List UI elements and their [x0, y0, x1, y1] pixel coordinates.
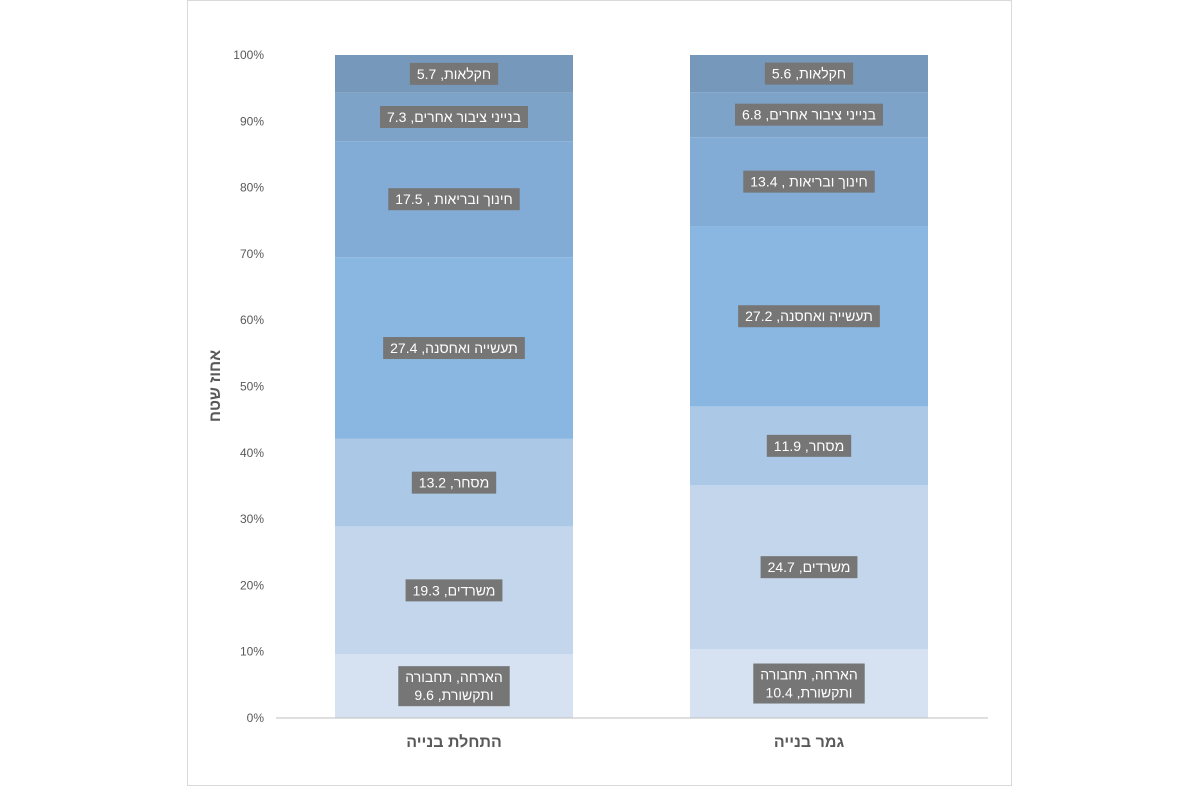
data-label-text: ותקשורת, 10.4 — [766, 685, 853, 701]
data-label-text: הארחה, תחבורה — [760, 667, 857, 683]
data-label-public: בנייני ציבור אחרים, 7.3 — [379, 105, 529, 128]
data-label-text: בנייני ציבור אחרים, 6.8 — [742, 107, 876, 123]
data-label-lodging: הארחה, תחבורה ותקשורת, 10.4 — [753, 663, 865, 704]
data-label-industry: תעשייה ואחסנה, 27.2 — [738, 305, 880, 328]
data-label-offices: משרדים, 19.3 — [405, 579, 503, 602]
data-label-text: חקלאות, 5.7 — [417, 66, 491, 82]
bars — [335, 55, 928, 718]
y-tick-label: 40% — [240, 446, 264, 460]
data-label-text: ותקשורת, 9.6 — [414, 687, 493, 703]
y-axis-title: אחוז שטח — [207, 350, 224, 422]
data-label-agriculture: חקלאות, 5.7 — [409, 62, 499, 85]
data-label-text: בנייני ציבור אחרים, 7.3 — [387, 109, 521, 125]
data-label-education: חינוך ובריאות , 13.4 — [743, 170, 875, 193]
y-tick-label: 30% — [240, 512, 264, 526]
data-label-text: חינוך ובריאות , 17.5 — [395, 191, 512, 207]
y-tick-label: 100% — [233, 48, 264, 62]
y-tick-label: 90% — [240, 114, 264, 128]
data-label-public: בנייני ציבור אחרים, 6.8 — [734, 103, 884, 126]
data-label-commerce: מסחר, 13.2 — [411, 471, 497, 494]
chart-frame: 0% 10% 20% 30% 40% 50% 60% 70% 80% 90% 100% הארחה,… — [187, 0, 1012, 786]
data-label-text: משרדים, 24.7 — [768, 559, 851, 575]
data-label-text: חינוך ובריאות , 13.4 — [750, 174, 867, 190]
stacked-bar-chart: 0% 10% 20% 30% 40% 50% 60% 70% 80% 90% 100% הארחה,… — [207, 48, 988, 751]
y-tick-label: 50% — [240, 380, 264, 394]
data-label-lodging: הארחה, תחבורה ותקשורת, 9.6 — [398, 666, 510, 707]
y-tick-label: 10% — [240, 645, 264, 659]
data-label-text: משרדים, 19.3 — [413, 582, 496, 598]
data-label-text: חקלאות, 5.6 — [772, 66, 846, 82]
data-label-text: תעשייה ואחסנה, 27.2 — [745, 308, 873, 324]
data-label-agriculture: חקלאות, 5.6 — [764, 62, 854, 85]
data-label-commerce: מסחר, 11.9 — [766, 434, 852, 457]
data-label-education: חינוך ובריאות , 17.5 — [388, 188, 520, 211]
y-tick-label: 70% — [240, 247, 264, 261]
data-label-text: מסחר, 13.2 — [419, 475, 489, 491]
data-label-text: תעשייה ואחסנה, 27.4 — [390, 340, 518, 356]
y-axis-ticks: 0% 10% 20% 30% 40% 50% 60% 70% 80% 90% 100% — [233, 48, 264, 725]
y-tick-label: 0% — [247, 711, 265, 725]
x-category-label: התחלת בנייה — [406, 733, 502, 751]
x-category-label: גמר בנייה — [774, 734, 845, 751]
data-label-text: הארחה, תחבורה — [405, 669, 502, 685]
data-label-text: מסחר, 11.9 — [774, 438, 844, 454]
y-tick-label: 20% — [240, 578, 264, 592]
data-label-industry: תעשייה ואחסנה, 27.4 — [383, 337, 525, 360]
category-labels: התחלת בנייה גמר בנייה — [406, 733, 844, 751]
y-tick-label: 80% — [240, 181, 264, 195]
y-tick-label: 60% — [240, 313, 264, 327]
segment-labels: הארחה, תחבורה ותקשורת, 9.6 משרדים, 19.3 מסח… — [379, 62, 884, 707]
data-label-offices: משרדים, 24.7 — [760, 556, 858, 579]
